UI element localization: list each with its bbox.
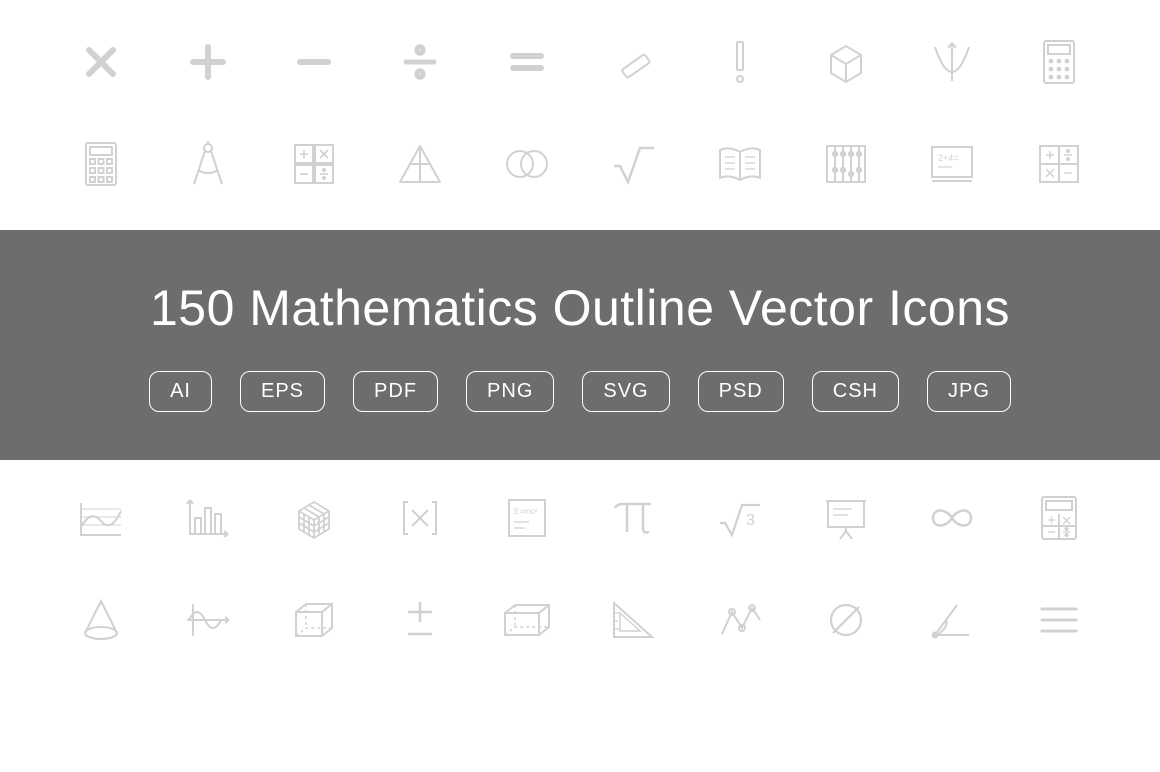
format-row: AI EPS PDF PNG SVG PSD CSH JPG [149,371,1011,412]
pi-icon [603,488,663,548]
calculator-icon [71,134,131,194]
square-root-icon [603,134,663,194]
format-badge-pdf: PDF [353,371,438,412]
chalkboard-eq-icon: 2+4= [922,134,982,194]
ops-panel-icon [1029,134,1089,194]
compass-icon [178,134,238,194]
venn-icon [497,134,557,194]
null-set-icon [816,590,876,650]
book-icon [710,134,770,194]
brackets-x-icon [390,488,450,548]
triangle-icon [390,134,450,194]
abacus-icon [816,134,876,194]
menu-lines-icon [1029,590,1089,650]
chart-area-icon [71,488,131,548]
minus-icon [284,32,344,92]
banner-title: 150 Mathematics Outline Vector Icons [150,279,1010,337]
parabola-icon [922,32,982,92]
format-badge-svg: SVG [582,371,669,412]
cube-root-3-icon: 3 [710,488,770,548]
plus-icon [178,32,238,92]
cone-icon [71,590,131,650]
calc-ops-icon [1029,488,1089,548]
icon-grid-bottom: E=mc² 3 [0,460,1160,650]
sine-wave-icon [178,590,238,650]
presentation-icon [816,488,876,548]
cuboid-icon [497,590,557,650]
multiply-icon [71,32,131,92]
icon-grid-top: 2+4= [0,0,1160,194]
angle-icon [922,590,982,650]
format-badge-ai: AI [149,371,212,412]
set-square-icon [603,590,663,650]
svg-text:E=mc²: E=mc² [514,507,538,516]
plus-minus-icon [390,590,450,650]
equals-icon [497,32,557,92]
infinity-icon [922,488,982,548]
divide-icon [390,32,450,92]
format-badge-png: PNG [466,371,554,412]
operations-grid-icon [284,134,344,194]
svg-text:2+4=: 2+4= [938,153,959,163]
bar-chart-icon [178,488,238,548]
title-banner: 150 Mathematics Outline Vector Icons AI … [0,230,1160,460]
format-badge-eps: EPS [240,371,325,412]
pencil-icon [603,32,663,92]
svg-text:3: 3 [746,512,755,529]
emc-card-icon: E=mc² [497,488,557,548]
format-badge-psd: PSD [698,371,784,412]
graph-nodes-icon [710,590,770,650]
format-badge-csh: CSH [812,371,899,412]
exclamation-icon [710,32,770,92]
rubik-cube-icon [284,488,344,548]
format-badge-jpg: JPG [927,371,1011,412]
calculator-tall-icon [1029,32,1089,92]
prism-icon [284,590,344,650]
cube-icon [816,32,876,92]
